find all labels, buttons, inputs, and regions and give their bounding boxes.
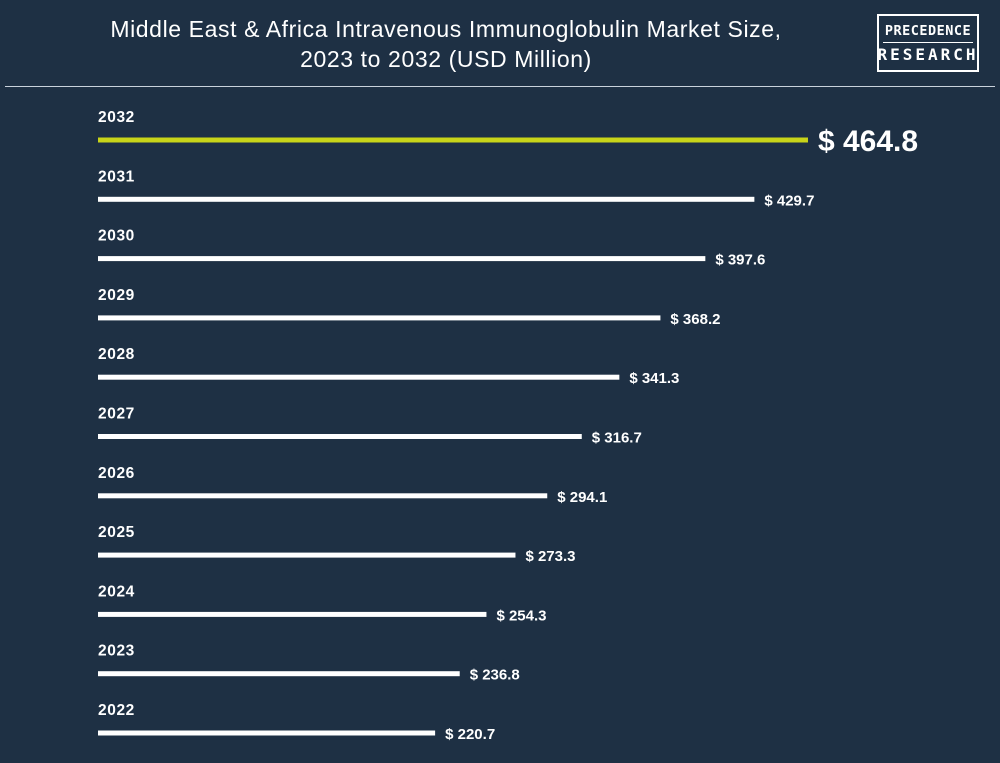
logo-rule xyxy=(883,41,973,43)
value-label-2030: $ 397.6 xyxy=(715,252,765,269)
bar-2024 xyxy=(98,611,487,617)
chart-header: Middle East & Africa Intravenous Immunog… xyxy=(0,0,1000,84)
year-label-2029: 2029 xyxy=(98,287,135,304)
bar-2025 xyxy=(98,552,516,558)
bar-2030 xyxy=(98,256,706,262)
bar-2026 xyxy=(98,493,548,499)
value-label-2023: $ 236.8 xyxy=(470,667,520,684)
year-label-2026: 2026 xyxy=(98,465,135,482)
value-label-2028: $ 341.3 xyxy=(629,370,679,387)
year-label-2027: 2027 xyxy=(98,406,135,423)
bar-2028 xyxy=(98,374,620,380)
year-label-2030: 2030 xyxy=(98,228,135,245)
logo-line-2: RESEARCH xyxy=(877,44,979,64)
year-label-2025: 2025 xyxy=(98,524,135,541)
bar-2032 xyxy=(98,137,808,143)
bar-2031 xyxy=(98,196,755,202)
value-label-2025: $ 273.3 xyxy=(525,548,575,565)
year-label-2022: 2022 xyxy=(98,702,135,719)
value-label-2029: $ 368.2 xyxy=(670,311,720,328)
year-label-2031: 2031 xyxy=(98,168,135,185)
precedence-research-logo: PRECEDENCE RESEARCH xyxy=(877,14,979,72)
year-label-2023: 2023 xyxy=(98,643,135,660)
chart-title-line-2: 2023 to 2032 (USD Million) xyxy=(300,46,592,72)
bar-2023 xyxy=(98,671,460,677)
chart-title: Middle East & Africa Intravenous Immunog… xyxy=(20,14,872,74)
header-divider xyxy=(5,86,995,87)
bar-2022 xyxy=(98,730,436,736)
value-label-2031: $ 429.7 xyxy=(764,192,814,209)
logo-line-1: PRECEDENCE xyxy=(884,22,972,39)
chart-title-line-1: Middle East & Africa Intravenous Immunog… xyxy=(110,16,782,42)
value-label-2022: $ 220.7 xyxy=(445,726,495,743)
value-label-2032: $ 464.8 xyxy=(818,125,918,158)
bar-2029 xyxy=(98,315,661,321)
year-label-2032: 2032 xyxy=(98,109,135,126)
year-label-2028: 2028 xyxy=(98,346,135,363)
value-label-2027: $ 316.7 xyxy=(592,430,642,447)
value-label-2024: $ 254.3 xyxy=(496,607,546,624)
year-label-2024: 2024 xyxy=(98,583,135,600)
bar-2027 xyxy=(98,434,582,439)
value-label-2026: $ 294.1 xyxy=(557,489,607,506)
